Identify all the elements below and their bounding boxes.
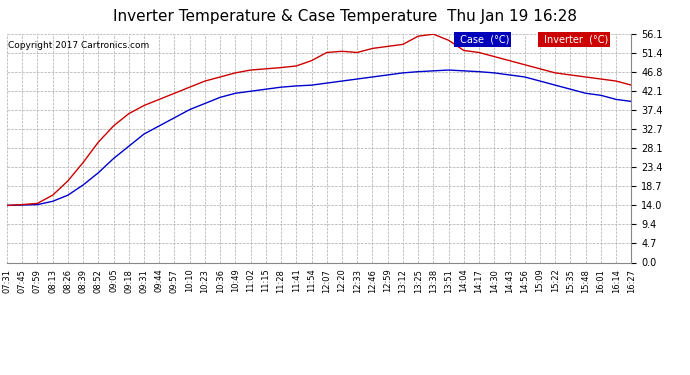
Text: Copyright 2017 Cartronics.com: Copyright 2017 Cartronics.com xyxy=(8,40,149,50)
Text: Inverter Temperature & Case Temperature  Thu Jan 19 16:28: Inverter Temperature & Case Temperature … xyxy=(113,9,577,24)
Text: Case  (°C): Case (°C) xyxy=(457,35,509,45)
Text: Inverter  (°C): Inverter (°C) xyxy=(541,35,608,45)
